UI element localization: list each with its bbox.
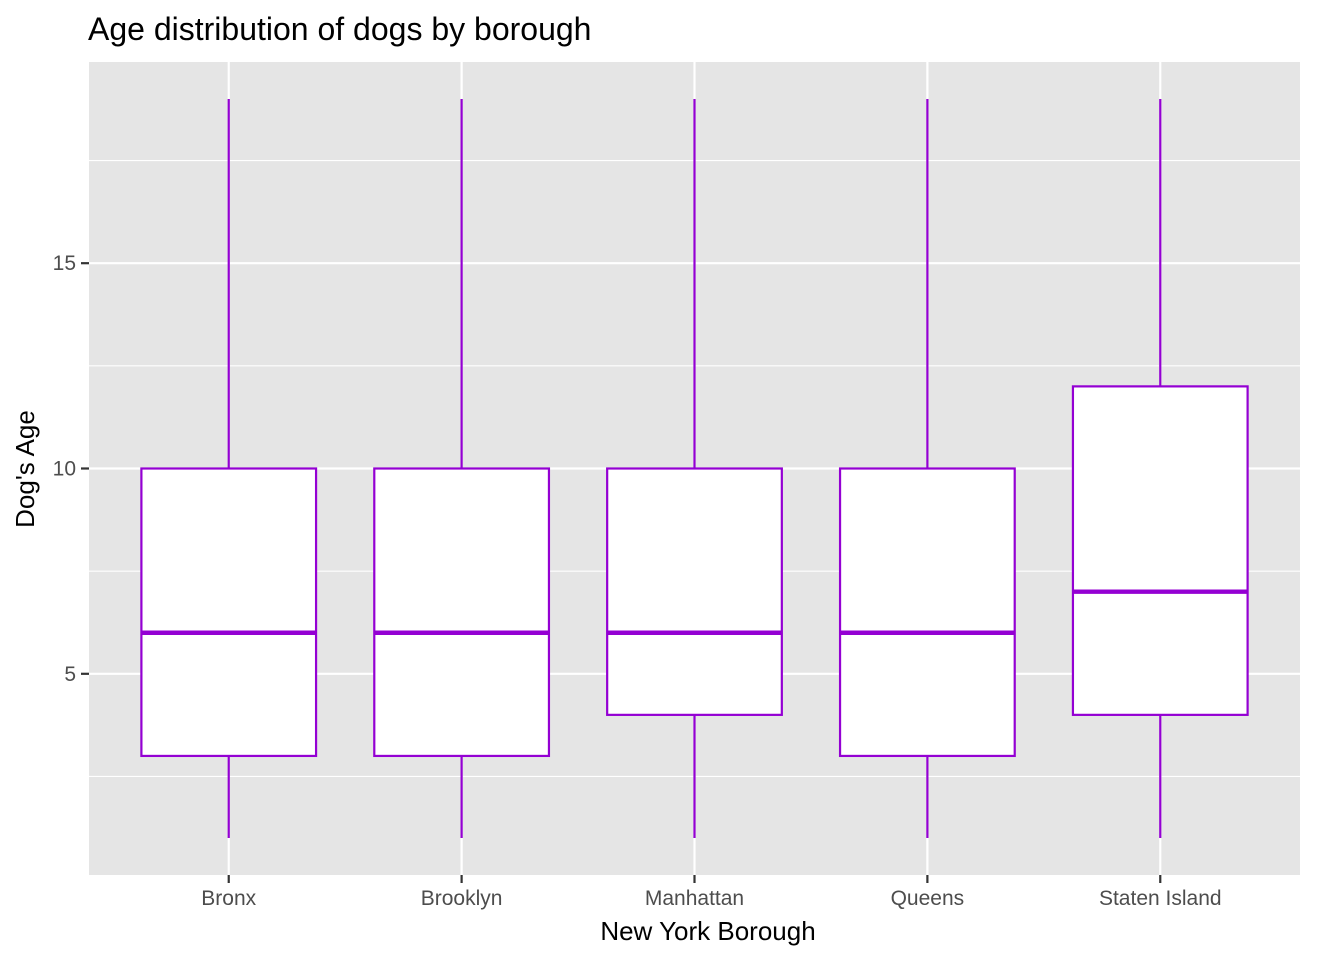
x-axis-title: New York Borough: [600, 916, 815, 946]
box-staten-island: [1071, 98, 1249, 839]
box-body: [606, 467, 783, 716]
y-tick-label-1: 10: [53, 458, 76, 481]
box-body: [373, 467, 551, 758]
box-manhattan: [606, 98, 783, 839]
x-tick-label-3: Queens: [891, 887, 965, 910]
box-body: [1071, 385, 1249, 716]
x-tick-label-2: Manhattan: [645, 887, 744, 910]
chart-title: Age distribution of dogs by borough: [88, 11, 591, 47]
box-body: [838, 467, 1016, 758]
x-axis: Bronx Brooklyn Manhattan Queens Staten Islan…: [201, 875, 1222, 910]
x-tick-label-0: Bronx: [201, 887, 256, 910]
y-axis-title: Dog's Age: [10, 410, 40, 528]
boxes: [140, 98, 1249, 839]
box-bronx: [140, 98, 318, 839]
box-queens: [838, 98, 1016, 839]
x-tick-label-4: Staten Island: [1099, 887, 1222, 910]
y-tick-label-2: 15: [53, 252, 76, 275]
y-tick-label-0: 5: [64, 663, 76, 686]
x-tick-label-1: Brooklyn: [421, 887, 503, 910]
box-body: [140, 467, 318, 758]
box-brooklyn: [373, 98, 551, 839]
y-axis: 5 10 15: [53, 252, 89, 686]
